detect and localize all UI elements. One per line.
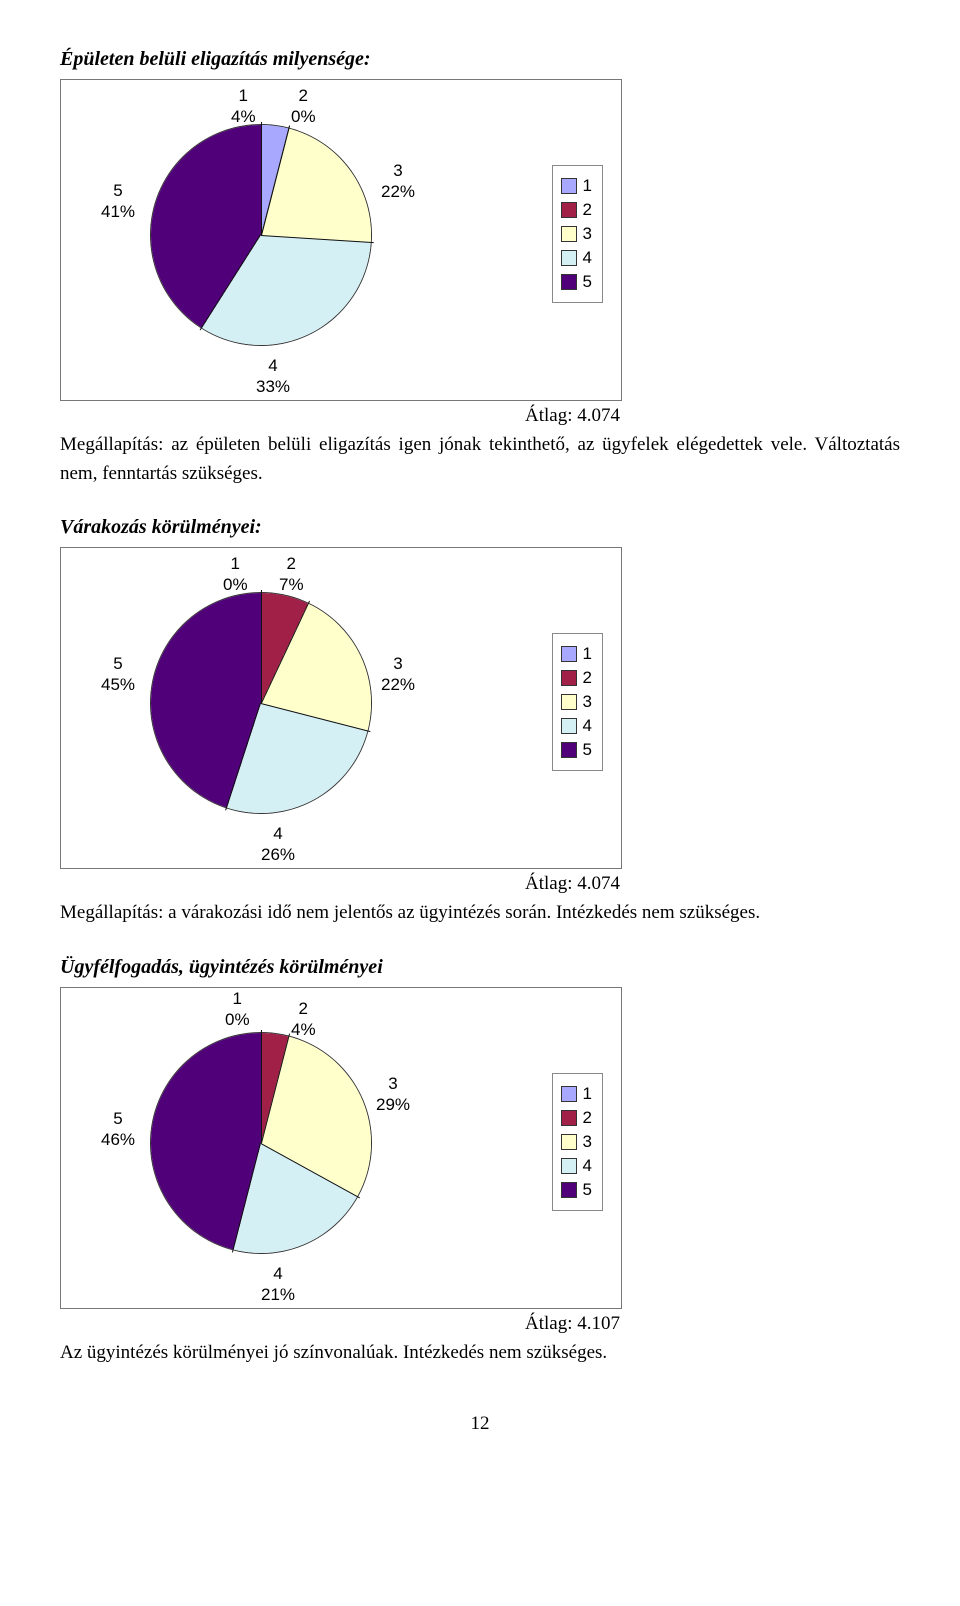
section-title: Épületen belüli eligazítás milyensége: (60, 48, 900, 71)
slice-label: 14% (231, 85, 256, 128)
legend-label: 1 (583, 644, 592, 664)
legend-swatch (561, 250, 577, 266)
slice-label: 433% (256, 355, 290, 398)
legend-swatch (561, 226, 577, 242)
legend-swatch (561, 274, 577, 290)
legend-label: 5 (583, 272, 592, 292)
page-number: 12 (60, 1413, 900, 1435)
average-1: Átlag: 4.074 (60, 405, 620, 427)
legend-label: 2 (583, 668, 592, 688)
chart-box-3: 10% 24% 329% 421% 546% 1 2 3 4 5 (60, 987, 622, 1309)
legend-2: 1 2 3 4 5 (552, 633, 603, 771)
legend-row: 4 (561, 1156, 592, 1176)
average-2: Átlag: 4.074 (60, 873, 620, 895)
legend-row: 1 (561, 1084, 592, 1104)
finding-3: Az ügyintézés körülményei jó színvonalúa… (60, 1339, 900, 1368)
finding-2: Megállapítás: a várakozási idő nem jelen… (60, 899, 900, 928)
chart-box-1: 14% 20% 322% 433% 541% 1 2 3 4 5 (60, 79, 622, 401)
legend-label: 4 (583, 716, 592, 736)
pie-chart-3 (151, 1033, 371, 1253)
slice-label: 329% (376, 1073, 410, 1116)
legend-label: 4 (583, 248, 592, 268)
legend-swatch (561, 742, 577, 758)
slice-label: 421% (261, 1263, 295, 1306)
slice-label: 10% (225, 988, 250, 1031)
section-title: Várakozás körülményei: (60, 516, 900, 539)
legend-swatch (561, 646, 577, 662)
legend-row: 5 (561, 740, 592, 760)
slice-label: 322% (381, 160, 415, 203)
legend-label: 1 (583, 1084, 592, 1104)
legend-1: 1 2 3 4 5 (552, 165, 603, 303)
legend-swatch (561, 694, 577, 710)
legend-swatch (561, 670, 577, 686)
legend-label: 1 (583, 176, 592, 196)
legend-label: 2 (583, 1108, 592, 1128)
slice-label: 426% (261, 823, 295, 866)
legend-label: 5 (583, 740, 592, 760)
legend-swatch (561, 1182, 577, 1198)
slice-label: 27% (279, 553, 304, 596)
slice-label: 546% (101, 1108, 135, 1151)
legend-swatch (561, 718, 577, 734)
pie-chart-1 (151, 125, 371, 345)
legend-row: 3 (561, 224, 592, 244)
legend-row: 5 (561, 272, 592, 292)
pie-chart-2 (151, 593, 371, 813)
legend-row: 1 (561, 176, 592, 196)
legend-3: 1 2 3 4 5 (552, 1073, 603, 1211)
legend-row: 4 (561, 248, 592, 268)
legend-row: 2 (561, 1108, 592, 1128)
legend-label: 3 (583, 1132, 592, 1152)
slice-label: 20% (291, 85, 316, 128)
slice-label: 322% (381, 653, 415, 696)
legend-row: 3 (561, 692, 592, 712)
legend-swatch (561, 1158, 577, 1174)
legend-swatch (561, 178, 577, 194)
legend-label: 2 (583, 200, 592, 220)
chart-box-2: 10% 27% 322% 426% 545% 1 2 3 4 5 (60, 547, 622, 869)
legend-swatch (561, 1134, 577, 1150)
slice-label: 541% (101, 180, 135, 223)
legend-label: 3 (583, 224, 592, 244)
legend-row: 5 (561, 1180, 592, 1200)
average-3: Átlag: 4.107 (60, 1313, 620, 1335)
slice-label: 545% (101, 653, 135, 696)
slice-label: 24% (291, 998, 316, 1041)
legend-swatch (561, 1086, 577, 1102)
legend-swatch (561, 1110, 577, 1126)
legend-row: 4 (561, 716, 592, 736)
section-title: Ügyfélfogadás, ügyintézés körülményei (60, 956, 900, 979)
legend-row: 2 (561, 668, 592, 688)
legend-label: 5 (583, 1180, 592, 1200)
finding-1: Megállapítás: az épületen belüli eligazí… (60, 431, 900, 488)
legend-label: 3 (583, 692, 592, 712)
legend-row: 3 (561, 1132, 592, 1152)
legend-label: 4 (583, 1156, 592, 1176)
legend-row: 2 (561, 200, 592, 220)
legend-row: 1 (561, 644, 592, 664)
legend-swatch (561, 202, 577, 218)
slice-label: 10% (223, 553, 248, 596)
